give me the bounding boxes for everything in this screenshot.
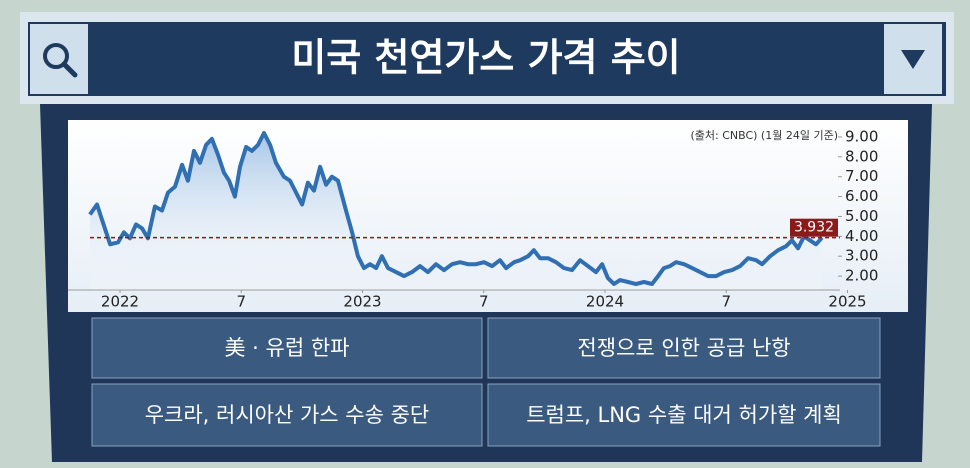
y-tick-label: 8.00 xyxy=(845,147,878,165)
cell-text: 전쟁으로 인한 공급 난항 xyxy=(577,336,790,360)
y-tick-label: 2.00 xyxy=(845,267,878,285)
x-tick-label: 7 xyxy=(721,293,731,311)
search-icon-handle xyxy=(61,61,78,78)
area xyxy=(89,133,823,290)
value-label-box xyxy=(790,218,838,237)
x-tick-label: 2022 xyxy=(101,293,139,311)
dropdown-arrow xyxy=(901,50,925,69)
y-tick-label: 6.00 xyxy=(845,187,878,205)
price-line xyxy=(88,131,824,286)
source-note: (출처: CNBC) (1월 24일 기준) xyxy=(690,128,838,142)
x-tick-label: 7 xyxy=(236,293,246,311)
x-tick-label: 2023 xyxy=(343,293,381,311)
header-bar xyxy=(28,22,946,96)
cell-text: 트럼프, LNG 수출 대거 허가할 계획 xyxy=(526,403,842,427)
cell-text: 우크라, 러시아산 가스 수송 중단 xyxy=(145,403,430,427)
y-tick-label: 9.00 xyxy=(845,127,878,145)
table-cell xyxy=(91,317,483,379)
table-cell xyxy=(487,317,881,379)
value-label: 3.932 xyxy=(794,220,834,236)
chart-title: 미국 천연가스 가격 추이 xyxy=(291,36,680,80)
x-tick-label: 2025 xyxy=(828,293,866,311)
cell-text: 美 · 유럽 한파 xyxy=(225,336,350,360)
y-tick-label: 5.00 xyxy=(845,207,878,225)
y-tick-label: 7.00 xyxy=(845,167,878,185)
x-tick-label: 7 xyxy=(479,293,489,311)
search-icon xyxy=(43,43,69,69)
y-tick-label: 3.00 xyxy=(845,247,878,265)
x-tick-label: 2024 xyxy=(586,293,624,311)
search-button[interactable] xyxy=(30,24,88,94)
table-cell xyxy=(91,383,483,447)
y-tick-label: 4.00 xyxy=(845,227,878,245)
table-cell xyxy=(487,383,881,447)
